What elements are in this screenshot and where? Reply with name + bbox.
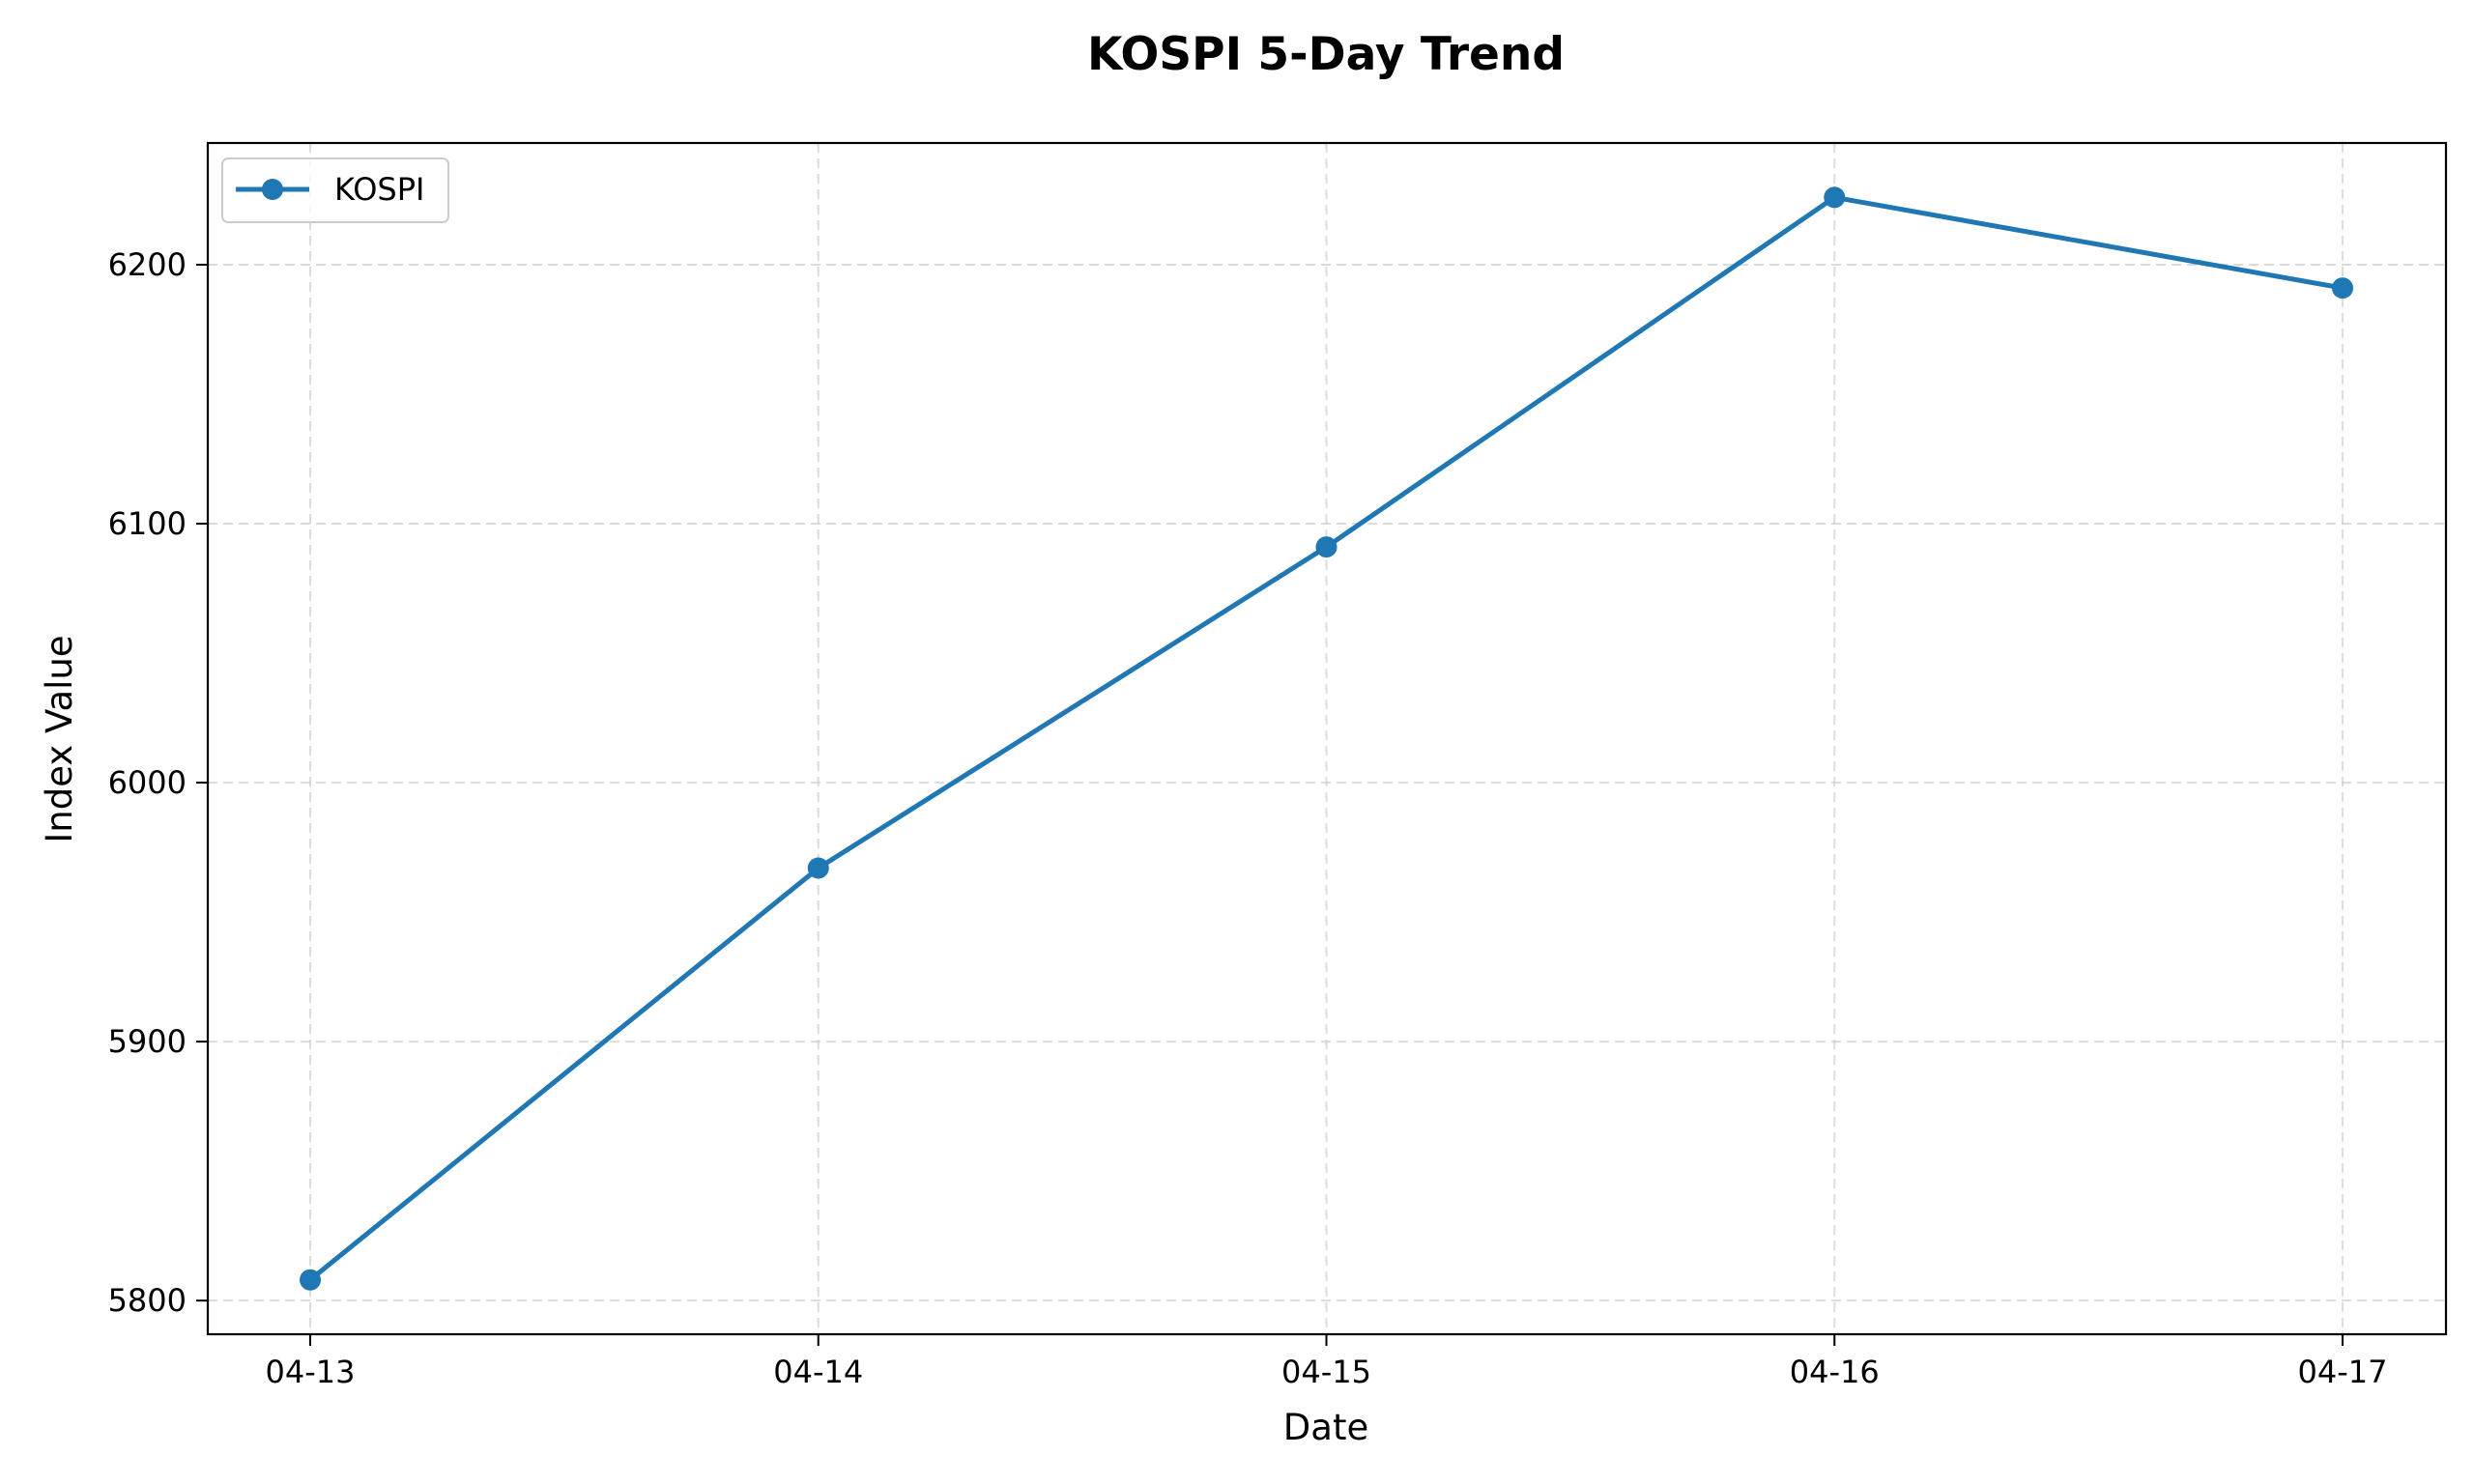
data-point — [1824, 186, 1846, 209]
x-tick-label: 04-17 — [2298, 1354, 2388, 1390]
x-axis-label: Date — [1283, 1407, 1368, 1448]
legend-label: KOSPI — [334, 171, 424, 208]
series-layer — [300, 186, 2353, 1291]
y-tick-label: 5900 — [108, 1023, 187, 1060]
y-tick-label: 6200 — [108, 246, 187, 283]
grid — [208, 143, 2446, 1334]
data-point — [1315, 536, 1338, 558]
x-tick-label: 04-13 — [266, 1354, 356, 1390]
axes: 04-13 04-14 04-15 04-16 04-17 5800 5900 6000 610… — [108, 246, 2388, 1390]
legend-marker — [262, 179, 283, 200]
y-tick-label: 6100 — [108, 505, 187, 542]
plot-frame — [206, 141, 2448, 1336]
data-point — [807, 857, 829, 879]
x-tick-label: 04-16 — [1790, 1354, 1880, 1390]
chart-title: KOSPI 5-Day Trend — [1087, 28, 1565, 81]
legend-box — [221, 157, 449, 223]
y-tick-label: 5800 — [108, 1282, 187, 1319]
x-tick-label: 04-15 — [1281, 1354, 1371, 1390]
legend: KOSPI — [221, 157, 449, 223]
data-point — [2332, 277, 2353, 300]
x-tick-label: 04-14 — [773, 1354, 863, 1390]
y-tick-label: 6000 — [108, 764, 187, 801]
y-axis-label: Index Value — [39, 635, 80, 842]
data-point — [300, 1269, 321, 1291]
